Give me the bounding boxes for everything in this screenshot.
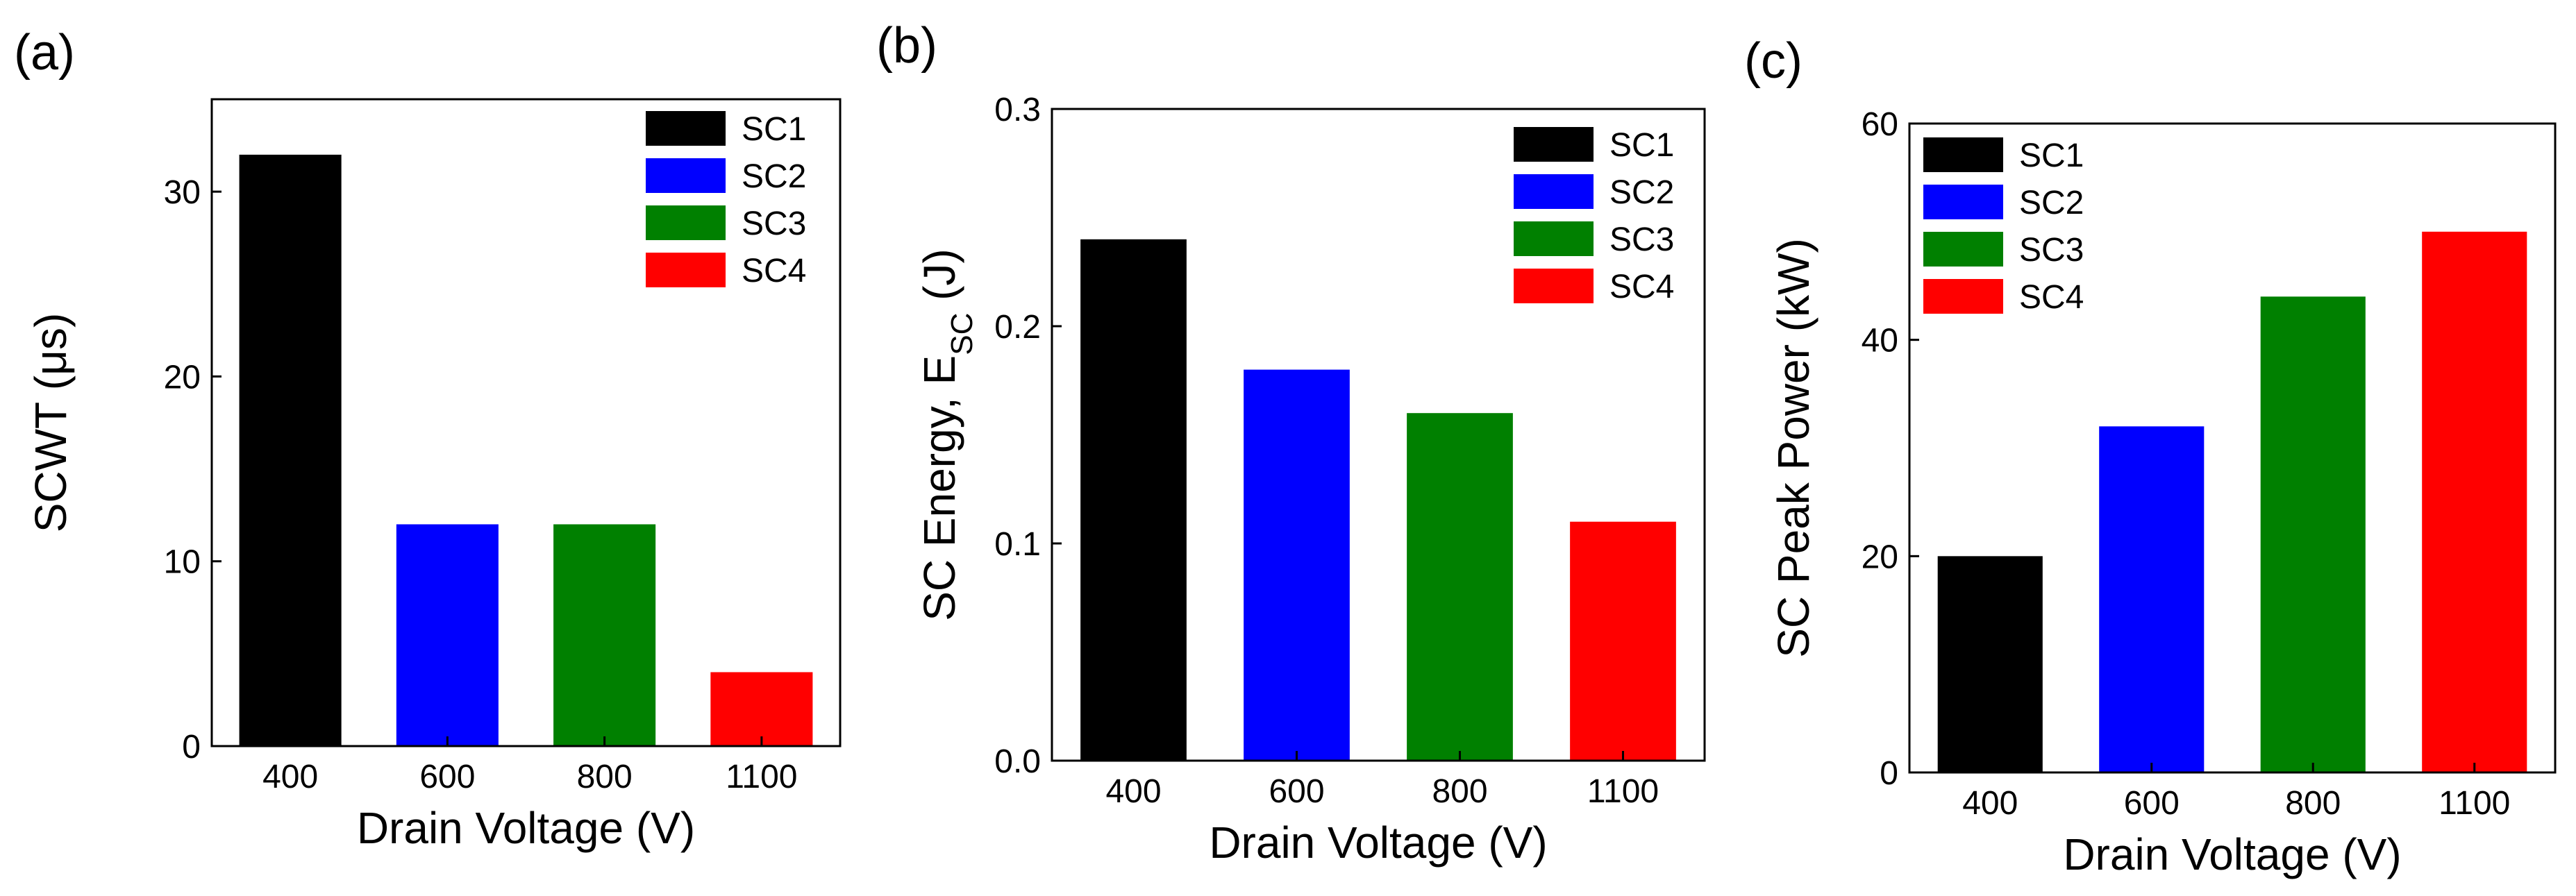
legend: SC1 SC2 SC3 SC4 xyxy=(646,111,806,289)
axes-frame xyxy=(1051,108,1706,762)
legend-swatch-sc3 xyxy=(646,205,726,240)
y-tick-label: 0 xyxy=(1880,755,1898,792)
x-axis-label: Drain Voltage (V) xyxy=(357,803,695,853)
bar-sc4 xyxy=(2422,231,2527,772)
bar-sc3 xyxy=(553,524,656,746)
axes-frame xyxy=(210,98,842,747)
x-tick-label: 1100 xyxy=(2439,785,2510,822)
legend: SC1 SC2 SC3 SC4 xyxy=(1514,127,1674,305)
legend-label-sc2: SC2 xyxy=(742,158,806,195)
legend-label-sc1: SC1 xyxy=(2019,137,2084,174)
y-tick-label: 60 xyxy=(1862,106,1898,143)
y-tick-label: 40 xyxy=(1862,323,1898,360)
x-tick-label: 400 xyxy=(1962,785,2018,822)
y-tick-label: 0.2 xyxy=(994,309,1041,346)
y-tick-label: 10 xyxy=(164,544,201,581)
x-tick-label: 800 xyxy=(577,759,633,795)
legend-swatch-sc1 xyxy=(1514,127,1594,162)
legend-swatch-sc3 xyxy=(1923,232,2003,267)
x-tick-label: 600 xyxy=(1269,773,1324,810)
legend-swatch-sc2 xyxy=(1923,185,2003,219)
y-tick-label: 30 xyxy=(164,174,201,211)
legend-label-sc3: SC3 xyxy=(1609,221,1674,258)
y-axis-label-tail: (J) xyxy=(914,248,964,312)
bar-sc2 xyxy=(2099,426,2205,772)
legend-swatch-sc4 xyxy=(1923,279,2003,314)
legend-label-sc2: SC2 xyxy=(1609,174,1674,211)
legend-swatch-sc4 xyxy=(1514,269,1594,303)
legend-swatch-sc1 xyxy=(646,111,726,146)
panel-label: (a) xyxy=(14,25,75,81)
x-tick-label: 400 xyxy=(262,759,318,795)
bar-sc2 xyxy=(1244,369,1350,761)
y-tick-label: 0 xyxy=(182,729,201,766)
legend-label-sc4: SC4 xyxy=(1609,269,1674,305)
panel-label: (b) xyxy=(876,18,937,74)
x-axis-label: Drain Voltage (V) xyxy=(2063,829,2401,879)
bar-sc1 xyxy=(239,154,342,746)
bar-sc3 xyxy=(1407,413,1513,761)
y-axis-label: SC Peak Power (kW) xyxy=(1768,238,1818,658)
legend-swatch-sc1 xyxy=(1923,137,2003,172)
legend-label-sc1: SC1 xyxy=(742,111,806,148)
x-tick-label: 600 xyxy=(419,759,475,795)
y-tick-label: 0.0 xyxy=(994,743,1041,780)
legend-label-sc4: SC4 xyxy=(2019,279,2084,316)
bar-sc3 xyxy=(2260,296,2366,772)
axes-frame xyxy=(1908,122,2557,774)
panel-3: 0 20 40 60 400 600 800 1100 Drain Voltage (V) SC … xyxy=(1744,33,2557,879)
legend-label-sc3: SC3 xyxy=(742,205,806,242)
legend-label-sc1: SC1 xyxy=(1609,127,1674,164)
y-axis-label-main: SCWT (μs) xyxy=(26,313,76,533)
legend-label-sc3: SC3 xyxy=(2019,232,2084,269)
y-axis-label-main: SC Energy, E xyxy=(914,355,964,621)
y-tick-label: 20 xyxy=(1862,539,1898,575)
bar-sc4 xyxy=(710,672,813,746)
bar-sc1 xyxy=(1080,239,1187,761)
x-tick-label: 600 xyxy=(2124,785,2180,822)
legend-label-sc4: SC4 xyxy=(742,253,806,289)
x-axis-label: Drain Voltage (V) xyxy=(1209,818,1547,868)
y-tick-label: 20 xyxy=(164,359,201,396)
legend-swatch-sc4 xyxy=(646,253,726,287)
panel-2: 0.0 0.1 0.2 0.3 400 600 800 1100 Drain Voltage (… xyxy=(876,18,1706,868)
y-axis-label-sub: SC xyxy=(945,313,979,355)
bar-sc4 xyxy=(1570,521,1676,761)
bar-sc1 xyxy=(1937,556,2043,772)
x-tick-label: 1100 xyxy=(1587,773,1659,810)
y-axis-label-main: SC Peak Power (kW) xyxy=(1768,238,1818,658)
legend-swatch-sc2 xyxy=(646,158,726,193)
x-tick-label: 400 xyxy=(1105,773,1161,810)
legend-swatch-sc3 xyxy=(1514,221,1594,256)
legend-swatch-sc2 xyxy=(1514,174,1594,209)
x-tick-label: 1100 xyxy=(726,759,797,795)
panel-label: (c) xyxy=(1744,33,1803,89)
y-axis-label: SCWT (μs) xyxy=(26,313,76,533)
legend: SC1 SC2 SC3 SC4 xyxy=(1923,137,2084,316)
bar-sc2 xyxy=(396,524,499,746)
y-axis-label: SC Energy, ESC (J) xyxy=(914,248,979,621)
x-tick-label: 800 xyxy=(1432,773,1487,810)
y-tick-label: 0.3 xyxy=(994,92,1041,128)
y-tick-label: 0.1 xyxy=(994,526,1041,563)
legend-label-sc2: SC2 xyxy=(2019,185,2084,221)
panel-1: 0 10 20 30 400 600 800 1100 Drain Voltage (V) SCW… xyxy=(14,25,842,853)
x-tick-label: 800 xyxy=(2285,785,2341,822)
